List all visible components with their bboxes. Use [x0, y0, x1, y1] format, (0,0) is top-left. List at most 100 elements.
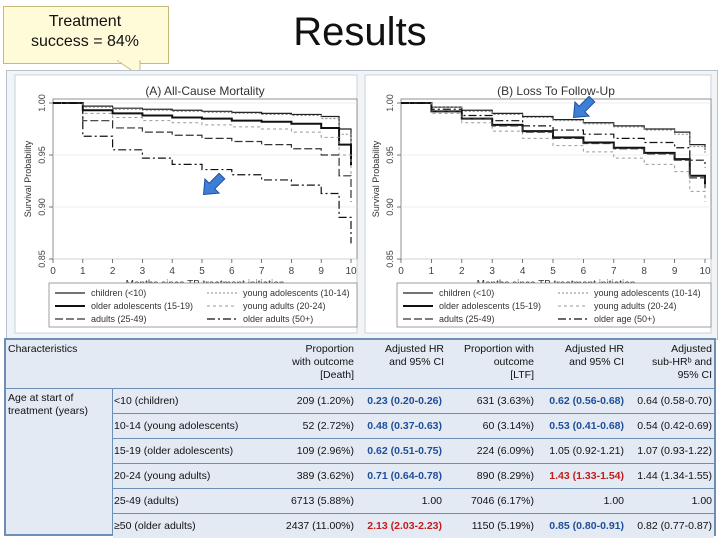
table-cell-hr-death: 2.13 (2.03-2.23) [367, 520, 442, 532]
y-axis-label: Survival Probability [23, 140, 33, 217]
table-row [113, 414, 714, 438]
row-group-label: Age at start of treatment (years) [8, 392, 108, 418]
y-tick-label: 0.85 [37, 250, 47, 268]
series-line [53, 102, 352, 166]
table-cell-hr-death: 1.00 [421, 495, 442, 507]
table-cell-label: 10-14 (young adolescents) [114, 420, 239, 432]
table-cell-hr-death: 0.71 (0.64-0.78) [367, 470, 442, 482]
table-cell-hr-ltf: 0.62 (0.56-0.68) [549, 395, 624, 407]
table-cell-prop-ltf: 631 (3.63%) [476, 395, 534, 407]
x-tick-label: 2 [459, 266, 465, 277]
x-tick-label: 8 [289, 266, 295, 277]
table-row [113, 464, 714, 488]
arrow-icon [202, 172, 226, 196]
header-hr-ltf-line: and 95% CI [569, 356, 624, 368]
plot-area [400, 98, 712, 260]
table-cell-hr-death: 0.62 (0.51-0.75) [367, 445, 442, 457]
table-cell-prop-death: 109 (2.96%) [296, 445, 354, 457]
y-tick-label: 0.85 [385, 250, 395, 268]
page-title: Results [293, 10, 427, 54]
table-cell-label: 20-24 (young adults) [114, 470, 211, 482]
legend-label: adults (25-49) [439, 314, 495, 324]
series-line [401, 102, 706, 168]
callout-box [3, 6, 169, 64]
table-cell-hr-ltf: 1.00 [603, 495, 624, 507]
header-characteristics: Characteristics [8, 343, 78, 355]
legend-label: adults (25-49) [91, 314, 147, 324]
table-cell-prop-ltf: 890 (8.29%) [476, 470, 534, 482]
legend-label: young adults (20-24) [243, 301, 326, 311]
legend-label: older adolescents (15-19) [439, 301, 541, 311]
y-axis-label: Survival Probability [371, 140, 381, 217]
table-row [113, 489, 714, 513]
legend-label: children (<10) [91, 288, 146, 298]
x-tick-label: 4 [169, 266, 175, 277]
table-cell-prop-death: 209 (1.20%) [296, 395, 354, 407]
y-tick-label: 0.90 [385, 198, 395, 216]
table-row [113, 389, 714, 413]
header-subhr: Adjusted sub-HRᵇ and 95% CI [626, 343, 712, 382]
survival-charts: (A) All-Cause Mortality 0.85 0.90 0.95 1.00 0… [14, 74, 712, 334]
x-tick-label: 10 [699, 266, 711, 277]
chart-panel: (B) Loss To Follow-Up 0.85 0.90 0.95 1.00 0 1 2… [364, 74, 712, 334]
legend-label: children (<10) [439, 288, 494, 298]
header-hr-death-line: and 95% CI [389, 356, 444, 368]
table-cell-prop-death: 6713 (5.88%) [290, 495, 354, 507]
x-tick-label: 7 [611, 266, 617, 277]
header-prop-ltf: Proportion with outcome [LTF] [444, 343, 534, 382]
row-group-line: treatment (years) [8, 405, 88, 417]
table-cell-prop-death: 52 (2.72%) [302, 420, 354, 432]
header-subhr-line: 95% CI [677, 369, 712, 381]
arrow-shape [572, 95, 596, 119]
series-line [53, 102, 352, 244]
header-prop-death: Proportion with outcome [Death] [264, 343, 354, 382]
x-tick-label: 3 [489, 266, 495, 277]
arrow-shape [202, 172, 226, 196]
x-tick-label: 1 [429, 266, 435, 277]
x-tick-label: 1 [80, 266, 86, 277]
legend-box [396, 282, 712, 328]
header-prop-ltf-line: Proportion with [463, 343, 534, 355]
table-cell-hr-ltf: 1.05 (0.92-1.21) [549, 445, 624, 457]
legend-label: young adults (20-24) [594, 301, 677, 311]
y-tick-label: 0.95 [37, 146, 47, 164]
table-cell-subhr: 0.64 (0.58-0.70) [637, 395, 712, 407]
x-tick-label: 9 [318, 266, 324, 277]
series-line [401, 102, 706, 153]
header-hr-death: Adjusted HR and 95% CI [356, 343, 444, 369]
header-prop-death-line: Proportion [305, 343, 354, 355]
results-table: Characteristics Proportion with outcome … [4, 338, 716, 538]
table-row [113, 514, 714, 538]
header-row [6, 340, 714, 388]
x-tick-label: 6 [229, 266, 235, 277]
table-row [113, 439, 714, 463]
callout-text: Treatment success = 84% [3, 12, 167, 52]
y-tick-label: 1.00 [385, 94, 395, 112]
table-cell-subhr: 1.44 (1.34-1.55) [637, 470, 712, 482]
callout-line-1: Treatment [48, 13, 122, 30]
x-tick-label: 5 [550, 266, 556, 277]
legend-label: older adolescents (15-19) [91, 301, 193, 311]
x-tick-label: 5 [199, 266, 205, 277]
legend-label: young adolescents (10-14) [594, 288, 701, 298]
x-tick-label: 2 [110, 266, 116, 277]
table-cell-label: ≥50 (older adults) [114, 520, 196, 532]
table-cell-label: 15-19 (older adolescents) [114, 445, 234, 457]
table-cell-hr-ltf: 0.53 (0.41-0.68) [549, 420, 624, 432]
y-tick-label: 1.00 [37, 94, 47, 112]
table-cell-prop-ltf: 1150 (5.19%) [471, 520, 534, 532]
chart-panel: (A) All-Cause Mortality 0.85 0.90 0.95 1.00 0… [14, 74, 358, 334]
header-subhr-line: sub-HRᵇ and [652, 356, 712, 368]
chart-title: (A) All-Cause Mortality [145, 84, 264, 98]
series-line [401, 102, 706, 189]
y-tick-label: 0.90 [37, 198, 47, 216]
table-cell-label: 25-49 (adults) [114, 495, 179, 507]
header-subhr-line: Adjusted [671, 343, 712, 355]
table-cell-subhr: 1.00 [691, 495, 712, 507]
legend-box [48, 282, 358, 328]
table-cell-label: <10 (children) [114, 395, 179, 407]
legend-label: young adolescents (10-14) [243, 288, 350, 298]
x-tick-label: 7 [259, 266, 265, 277]
table-cell-prop-ltf: 7046 (6.17%) [470, 495, 534, 507]
header-prop-ltf-line: [LTF] [510, 369, 534, 381]
